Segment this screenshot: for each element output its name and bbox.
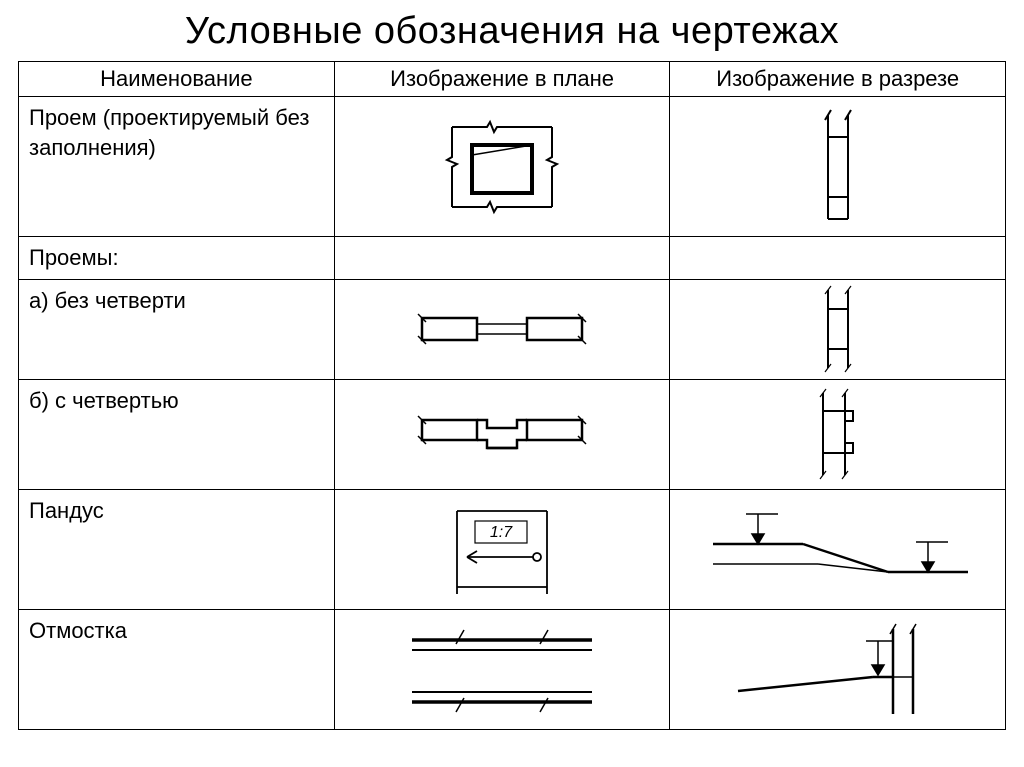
row-plan: [334, 609, 670, 729]
row-name: Пандус: [19, 489, 335, 609]
table-header-row: Наименование Изображение в плане Изображ…: [19, 62, 1006, 97]
noquarter-plan-icon: [402, 304, 602, 354]
table-row: Проемы:: [19, 237, 1006, 280]
opening-section-icon: [798, 107, 878, 227]
apron-section-icon: [718, 619, 958, 719]
row-section: [670, 279, 1006, 379]
page-title: Условные обозначения на чертежах: [18, 10, 1006, 53]
page: Условные обозначения на чертежах Наимено…: [0, 0, 1024, 767]
row-name: Проемы:: [19, 237, 335, 280]
row-section: [670, 489, 1006, 609]
row-section: [670, 97, 1006, 237]
col-header-section: Изображение в разрезе: [670, 62, 1006, 97]
symbols-table: Наименование Изображение в плане Изображ…: [18, 61, 1006, 730]
quarter-section-icon: [793, 387, 883, 482]
table-row: Проем (проектируемый без заполнения): [19, 97, 1006, 237]
row-plan: 1:7: [334, 489, 670, 609]
table-row: Пандус 1:: [19, 489, 1006, 609]
col-header-name: Наименование: [19, 62, 335, 97]
row-section: [670, 609, 1006, 729]
noquarter-section-icon: [798, 284, 878, 374]
opening-plan-icon: [427, 107, 577, 227]
table-row: б) с четвертью: [19, 379, 1006, 489]
row-plan: [334, 97, 670, 237]
table-row: Отмостка: [19, 609, 1006, 729]
ramp-plan-icon: 1:7: [417, 499, 587, 599]
row-name: а) без четверти: [19, 279, 335, 379]
row-section: [670, 237, 1006, 280]
row-name: Проем (проектируемый без заполнения): [19, 97, 335, 237]
ramp-label-text: 1:7: [490, 524, 513, 541]
ramp-section-icon: [698, 502, 978, 597]
row-plan: [334, 379, 670, 489]
col-header-plan: Изображение в плане: [334, 62, 670, 97]
table-row: а) без четверти: [19, 279, 1006, 379]
row-plan: [334, 237, 670, 280]
row-section: [670, 379, 1006, 489]
apron-plan-icon: [392, 622, 612, 717]
row-name: Отмостка: [19, 609, 335, 729]
row-name: б) с четвертью: [19, 379, 335, 489]
quarter-plan-icon: [402, 406, 602, 462]
row-plan: [334, 279, 670, 379]
